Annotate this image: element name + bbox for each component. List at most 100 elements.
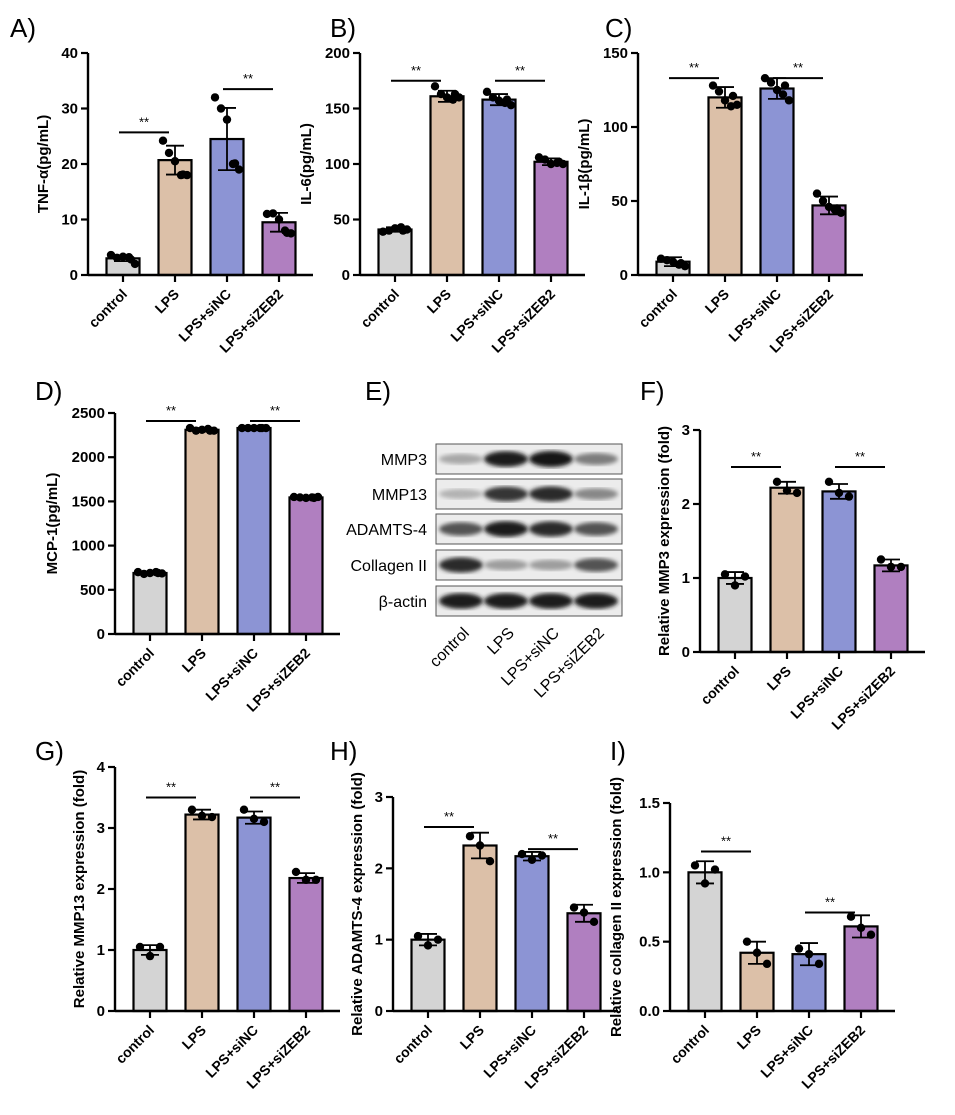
y-axis-label: Relative ADAMTS-4 expression (fold) <box>349 772 366 1036</box>
data-point <box>856 923 866 932</box>
y-tick-label: 0 <box>70 267 78 284</box>
significance-label: ** <box>793 60 803 75</box>
blot-band <box>484 521 528 537</box>
data-point <box>818 196 828 206</box>
data-point <box>413 931 423 941</box>
data-point <box>708 81 718 90</box>
significance-label: ** <box>751 449 761 464</box>
data-point <box>268 209 278 218</box>
bar <box>462 844 498 1013</box>
data-point <box>311 875 321 885</box>
panel-label: C) <box>605 13 632 43</box>
data-point <box>309 493 319 503</box>
y-axis-label: MCP-1(pg/mL) <box>44 473 61 575</box>
bar <box>184 428 220 636</box>
data-point <box>239 805 249 814</box>
data-point <box>589 917 599 927</box>
y-tick-label: 1 <box>682 570 690 587</box>
y-tick-label: 2000 <box>72 449 105 466</box>
significance-label: ** <box>139 114 149 129</box>
blot-band <box>439 453 483 465</box>
data-point <box>760 73 770 83</box>
data-point <box>249 423 259 433</box>
data-point <box>197 811 207 820</box>
chart-a: control LPSLPS+siNCLPS+siZEB2010203040TNF… <box>35 45 313 356</box>
blot-band <box>574 593 618 609</box>
blot-band <box>484 451 528 467</box>
blot-protein-label: MMP3 <box>381 452 427 469</box>
data-point <box>714 87 724 96</box>
panel-label: D) <box>35 376 62 406</box>
blot-band <box>484 559 528 571</box>
category-label: LPS <box>179 645 210 676</box>
data-point <box>730 581 740 590</box>
y-axis-label: IL-6(pg/mL) <box>298 123 315 205</box>
y-tick-label: 1 <box>97 942 105 959</box>
data-point <box>249 814 259 824</box>
data-point <box>257 423 267 433</box>
blot-band <box>439 522 483 536</box>
chart-h: control LPSLPS+siNCLPS+siZEB20123Relative… <box>349 772 618 1092</box>
data-point <box>824 477 834 486</box>
significance-label: ** <box>166 780 176 795</box>
bar <box>481 98 517 277</box>
y-tick-label: 1 <box>375 932 383 949</box>
blot-band <box>574 488 618 500</box>
category-label: control <box>390 1022 435 1067</box>
data-point <box>398 226 408 235</box>
y-axis-label: TNF-α(pg/mL) <box>35 115 52 213</box>
blot-band <box>529 451 573 467</box>
data-point <box>210 93 220 102</box>
data-point <box>834 488 844 498</box>
data-point <box>475 841 485 850</box>
significance-label: ** <box>270 780 280 795</box>
bar <box>769 486 805 654</box>
data-point <box>216 104 226 113</box>
category-label: LPS <box>764 663 795 694</box>
category-label: LPS <box>152 286 183 317</box>
bar <box>566 912 602 1013</box>
panel-label: H) <box>330 736 357 766</box>
y-tick-label: 30 <box>61 101 78 118</box>
data-point <box>222 115 232 124</box>
data-point <box>243 423 253 433</box>
data-point <box>465 832 475 841</box>
bar <box>717 576 753 654</box>
data-point <box>301 875 311 885</box>
category-label: control <box>85 286 130 331</box>
data-point <box>540 155 550 164</box>
category-label: control <box>357 286 402 331</box>
data-point <box>423 941 433 950</box>
y-tick-label: 3 <box>682 422 690 439</box>
data-point <box>207 812 217 822</box>
bar <box>288 876 324 1013</box>
bar <box>288 496 324 636</box>
data-point <box>259 817 269 827</box>
data-point <box>433 935 443 944</box>
data-point <box>187 805 197 814</box>
panel-label: A) <box>10 13 36 43</box>
data-point <box>832 204 842 213</box>
data-point <box>752 948 762 957</box>
data-point <box>710 865 720 874</box>
y-axis-label: Relative collagen II expression (fold) <box>608 777 625 1037</box>
category-label: control <box>697 663 742 708</box>
bar <box>533 160 569 277</box>
category-label: LPS <box>734 1022 765 1053</box>
data-point <box>153 568 163 578</box>
y-tick-label: 2 <box>97 881 105 898</box>
data-point <box>732 100 742 110</box>
panel-label: E) <box>365 376 391 406</box>
bar <box>377 228 413 277</box>
data-point <box>178 170 188 179</box>
blot-protein-label: MMP13 <box>372 487 427 504</box>
y-tick-label: 0 <box>342 267 350 284</box>
data-point <box>537 851 547 860</box>
y-tick-label: 150 <box>325 101 350 118</box>
data-point <box>502 95 512 104</box>
data-point <box>554 157 564 166</box>
data-point <box>450 89 460 99</box>
category-label: LPS <box>179 1022 210 1053</box>
y-tick-label: 0 <box>97 1003 105 1020</box>
